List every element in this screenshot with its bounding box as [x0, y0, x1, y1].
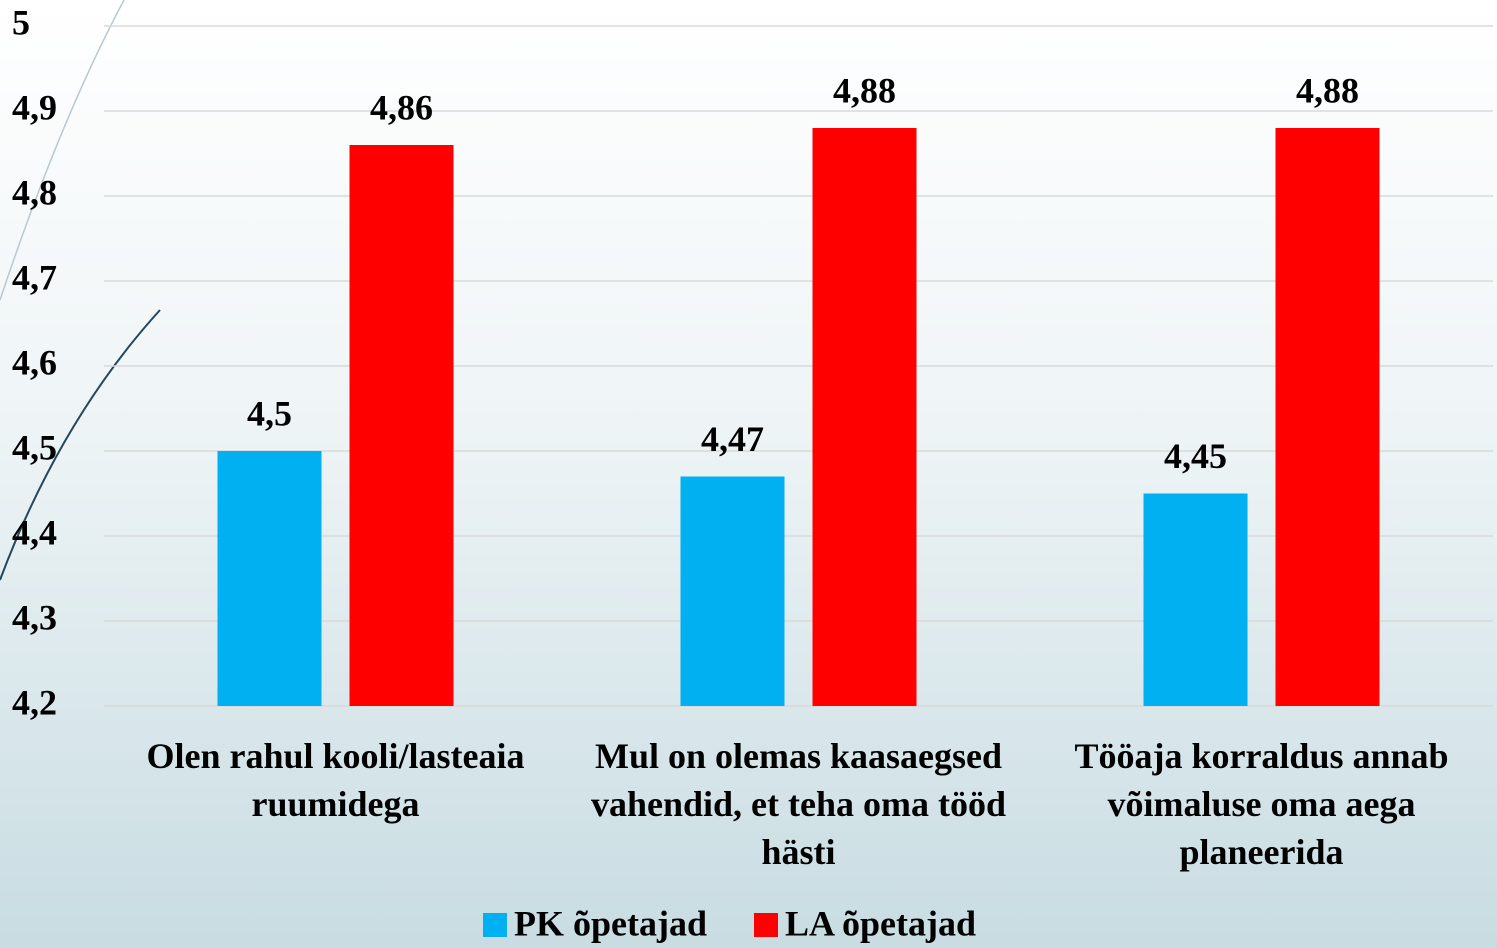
legend-swatch [754, 913, 778, 937]
data-label: 4,5 [247, 393, 292, 433]
bar [217, 451, 322, 706]
bar [1275, 128, 1380, 706]
x-tick-label: Olen rahul kooli/lasteaia ruumidega [146, 736, 525, 824]
legend-label: PK õpetajad [514, 903, 707, 943]
bar [812, 128, 917, 706]
bar [1143, 493, 1248, 706]
y-tick-label: 4,3 [12, 597, 57, 637]
bar [349, 145, 454, 706]
y-tick-label: 4,9 [12, 87, 57, 127]
data-label: 4,47 [701, 419, 764, 459]
data-label: 4,88 [833, 70, 896, 110]
data-label: 4,45 [1164, 436, 1227, 476]
x-tick-label: Tööaja korraldus annab võimaluse oma aeg… [1074, 736, 1449, 872]
data-label: 4,86 [370, 87, 433, 127]
decor-line [0, 0, 125, 301]
y-tick-label: 4,5 [12, 427, 57, 467]
y-tick-label: 4,6 [12, 342, 57, 382]
y-tick-label: 5 [12, 2, 30, 42]
y-tick-label: 4,2 [12, 682, 57, 722]
bar [680, 476, 785, 706]
data-label: 4,88 [1296, 70, 1359, 110]
x-tick-label: Mul on olemas kaasaegsed vahendid, et te… [590, 736, 1007, 872]
y-tick-label: 4,4 [12, 512, 57, 552]
y-tick-label: 4,8 [12, 172, 57, 212]
legend-label: LA õpetajad [785, 903, 976, 943]
y-tick-label: 4,7 [12, 257, 57, 297]
legend-swatch [483, 913, 507, 937]
decor-line [0, 309, 161, 581]
